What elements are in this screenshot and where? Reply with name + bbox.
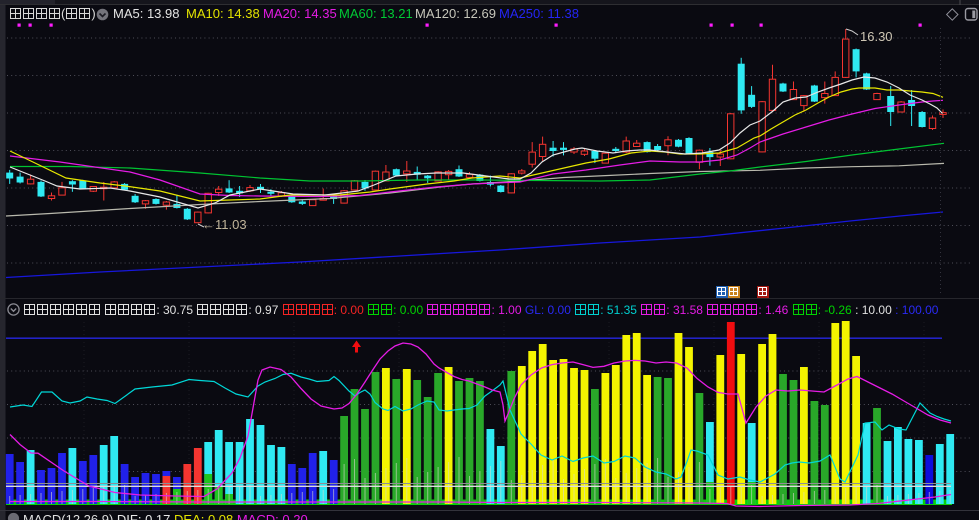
svg-text:16.30: 16.30 xyxy=(860,29,893,44)
svg-text:←11.03: ←11.03 xyxy=(202,217,247,232)
